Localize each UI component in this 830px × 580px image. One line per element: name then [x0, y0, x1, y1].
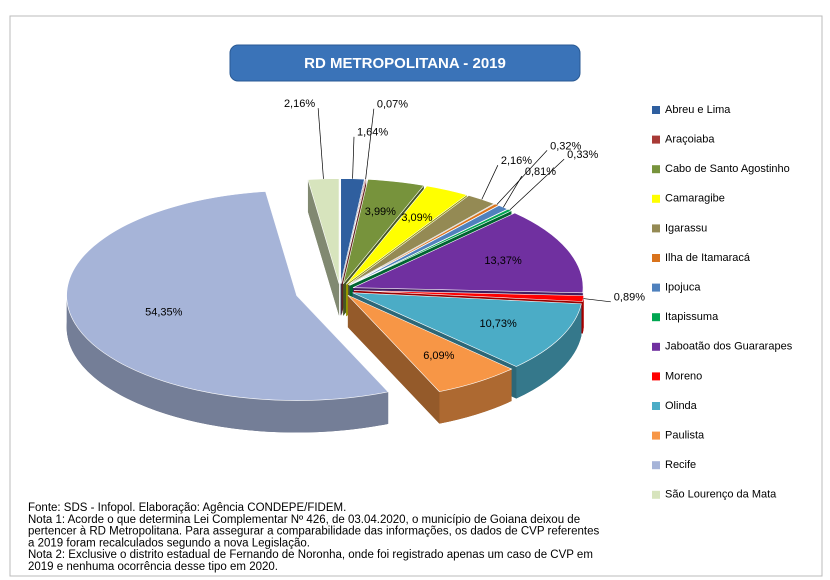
leader-line: [352, 136, 355, 179]
data-label: 2,16%: [501, 155, 532, 167]
data-label: 2,16%: [284, 98, 315, 110]
legend-label: Abreu e Lima: [665, 104, 731, 116]
data-label: 0,89%: [614, 292, 645, 304]
leader-line: [509, 158, 565, 211]
legend-swatch: [652, 342, 660, 351]
legend-swatch: [652, 313, 660, 322]
slice: [349, 205, 509, 286]
legend-swatch: [652, 431, 660, 440]
legend-label: Moreno: [665, 370, 702, 382]
data-label: 3,09%: [401, 212, 432, 224]
slice-side: [439, 369, 512, 424]
legend-swatch: [652, 165, 660, 174]
legend-label: Ipojuca: [665, 282, 701, 294]
slice-side: [66, 295, 389, 433]
legend-swatch: [652, 194, 660, 203]
legend-swatch: [652, 224, 660, 233]
legend-label: Paulista: [665, 430, 705, 442]
data-label: 3,99%: [365, 206, 396, 218]
footer-note: 2019 e nenhuma ocorrência desse tipo em …: [28, 561, 278, 573]
leader-line: [317, 108, 324, 179]
legend-swatch: [652, 461, 660, 470]
legend-label: Ilha de Itamaracá: [665, 252, 751, 264]
data-label: 54,35%: [145, 306, 183, 318]
legend-label: Araçoiaba: [665, 134, 715, 146]
footer-note: Fonte: SDS - Infopol. Elaboração: Agênci…: [28, 502, 346, 514]
slice: [352, 292, 582, 367]
slice-edge: [307, 179, 340, 316]
data-label: 0,81%: [525, 166, 556, 178]
data-label: 6,09%: [423, 350, 454, 362]
slice: [66, 191, 389, 401]
leader-line: [496, 150, 548, 205]
legend-label: Recife: [665, 459, 696, 471]
chart-title: RD METROPOLITANA - 2019: [304, 55, 506, 72]
data-label: 10,73%: [480, 318, 518, 330]
legend-swatch: [652, 372, 660, 381]
title-box: [229, 44, 581, 82]
legend-swatch: [652, 490, 660, 499]
slice-side: [516, 303, 582, 399]
slice: [341, 178, 367, 284]
slice: [342, 179, 425, 284]
leader-line: [481, 165, 499, 200]
legend-label: Itapissuma: [665, 311, 719, 323]
legend-label: Camaragibe: [665, 193, 725, 205]
leader-line: [365, 108, 375, 180]
slice: [347, 195, 495, 286]
legend-label: Cabo de Santo Agostinho: [665, 163, 790, 175]
leader-line: [583, 298, 611, 303]
footer-note: Nota 2: Exclusive o distrito estadual de…: [28, 549, 593, 561]
data-label: 0,32%: [550, 140, 581, 152]
legend-label: São Lourenço da Mata: [665, 489, 777, 501]
leader-line: [503, 175, 523, 208]
data-label: 1,64%: [357, 127, 388, 139]
legend-swatch: [652, 283, 660, 292]
slice: [347, 295, 513, 392]
legend-label: Olinda: [665, 400, 698, 412]
legend-label: Igarassu: [665, 222, 707, 234]
data-label: 0,33%: [567, 149, 598, 161]
footer-note: pertencer à RD Metropolitana. Para asseg…: [28, 526, 600, 538]
footer-note: a 2019 foram recalculados segundo a nova…: [28, 537, 310, 549]
footer-note: Nota 1: Acorde o que determina Lei Compl…: [28, 514, 580, 526]
slice: [348, 203, 500, 286]
legend-swatch: [652, 106, 660, 114]
legend-swatch: [652, 402, 660, 410]
slice: [352, 212, 584, 294]
slice-side: [582, 295, 584, 334]
data-label: 13,37%: [484, 255, 522, 267]
data-label: 0,07%: [377, 99, 408, 111]
legend-swatch: [652, 135, 660, 144]
legend-swatch: [652, 254, 660, 262]
slice: [345, 185, 468, 285]
legend-label: Jaboatão dos Guararapes: [665, 341, 793, 353]
slice-edge: [347, 295, 440, 424]
